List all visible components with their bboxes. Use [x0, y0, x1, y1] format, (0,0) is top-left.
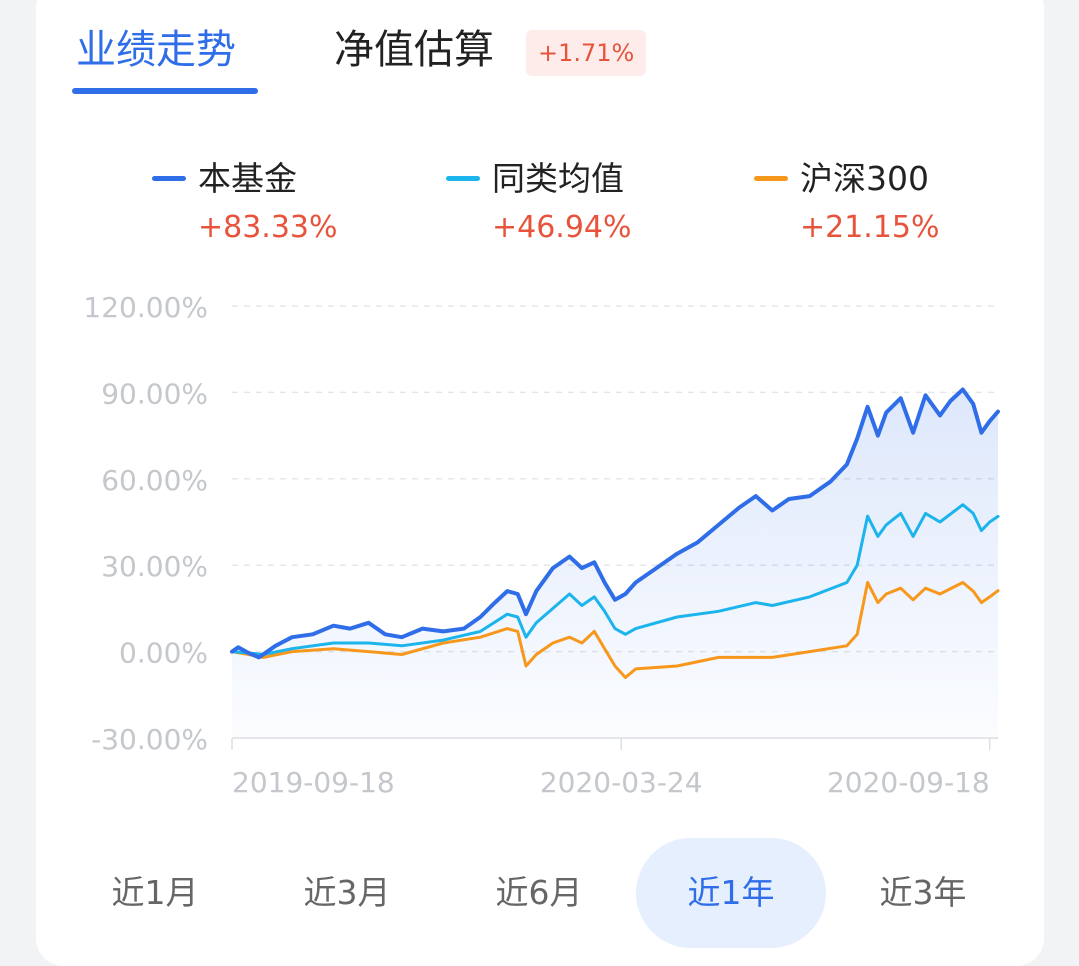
- series-line-1: [230, 503, 1000, 656]
- legend-name-peer-average: 同类均值: [492, 159, 624, 198]
- y-tick-label: 120.00%: [83, 291, 208, 324]
- tab-nav-estimate[interactable]: 净值估算: [334, 27, 494, 73]
- range-button-3-months[interactable]: 近3月: [303, 873, 391, 912]
- x-axis: 2019-09-18 2020-03-24 2020-09-18: [231, 737, 998, 799]
- legend-name-fund: 本基金: [198, 159, 297, 198]
- y-tick-label: 0.00%: [119, 637, 208, 670]
- range-button-1-month[interactable]: 近1月: [111, 873, 199, 912]
- legend-value-fund: +83.33%: [198, 210, 338, 245]
- series-area-0: [232, 389, 998, 738]
- legend-swatch-peer-average: [446, 176, 480, 181]
- legend-value-peer-average: +46.94%: [492, 210, 632, 245]
- chart-area-layer: [232, 389, 998, 738]
- legend-swatch-csi300: [754, 176, 788, 181]
- x-tick-label: 2020-03-24: [540, 766, 703, 799]
- y-tick-label: 60.00%: [101, 464, 208, 497]
- legend-value-csi300: +21.15%: [800, 210, 940, 245]
- tab-performance-trend[interactable]: 业绩走势: [76, 27, 236, 73]
- y-tick-label: 30.00%: [101, 550, 208, 583]
- x-tick-label: 2019-09-18: [232, 766, 395, 799]
- range-button-1-year[interactable]: 近1年: [636, 838, 826, 948]
- tab-bar: 业绩走势 净值估算 +1.71%: [0, 0, 1079, 110]
- legend-name-csi300: 沪深300: [800, 159, 929, 198]
- legend-swatch-fund: [152, 176, 186, 181]
- performance-line-chart[interactable]: 120.00% 90.00% 60.00% 30.00% 0.00% -30.00% 20…: [0, 270, 1079, 810]
- y-tick-label: 90.00%: [101, 377, 208, 410]
- estimate-change-badge: +1.71%: [526, 30, 647, 76]
- range-button-6-months[interactable]: 近6月: [495, 873, 583, 912]
- x-tick-label: 2020-09-18: [827, 766, 990, 799]
- y-tick-label: -30.00%: [91, 723, 208, 756]
- range-button-3-years[interactable]: 近3年: [879, 873, 967, 912]
- series-line-0: [230, 387, 1000, 660]
- active-tab-indicator: [72, 88, 258, 94]
- y-axis-tick-labels: 120.00% 90.00% 60.00% 30.00% 0.00% -30.00%: [83, 291, 208, 756]
- chart-series-layer: [230, 387, 1000, 679]
- series-line-2: [230, 581, 1000, 679]
